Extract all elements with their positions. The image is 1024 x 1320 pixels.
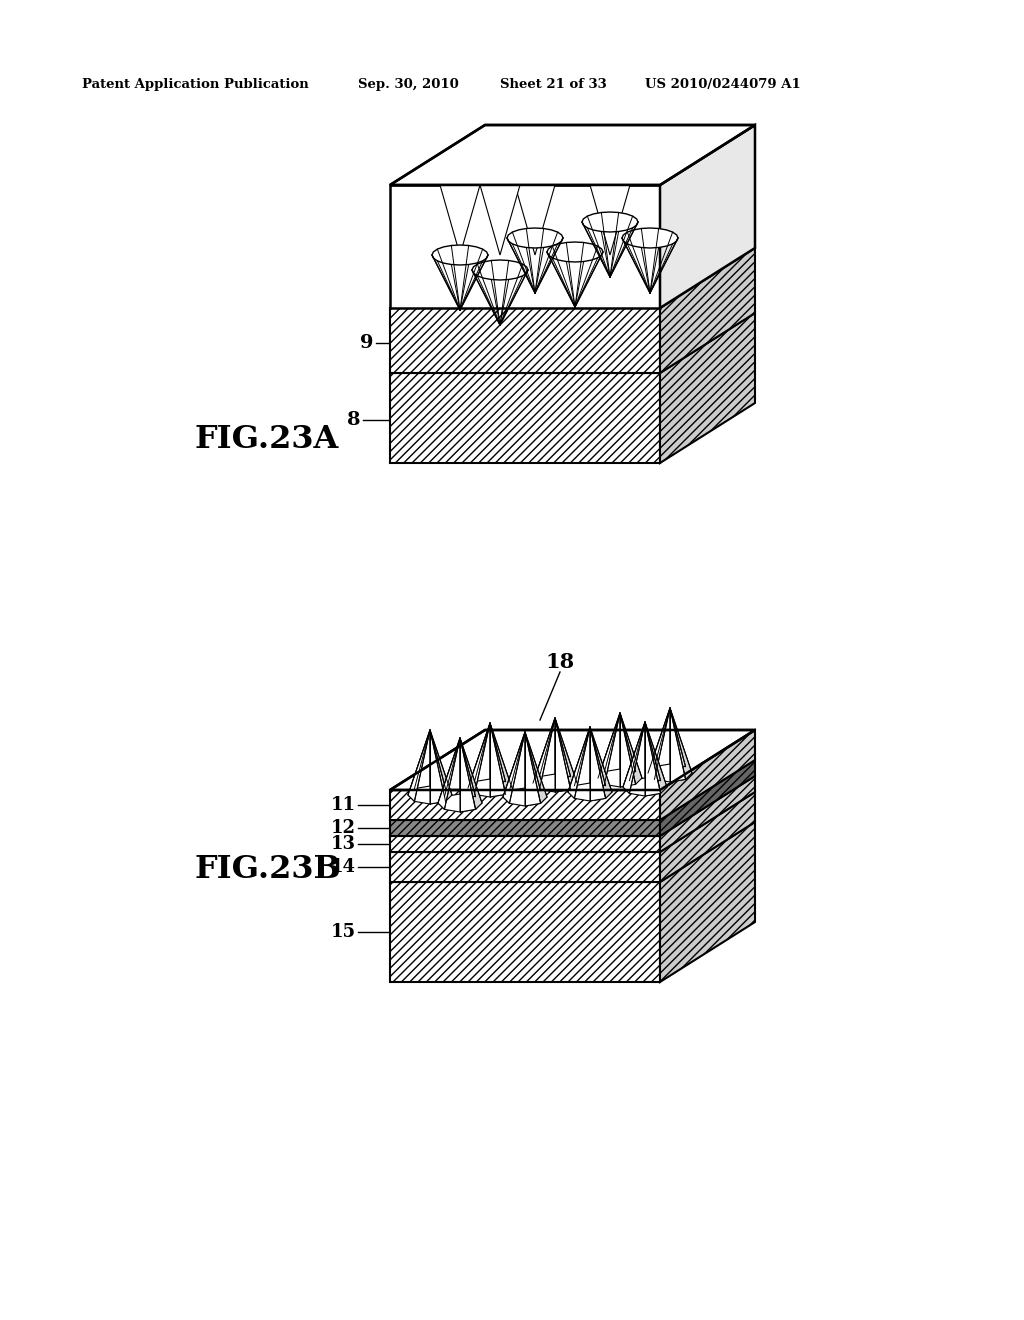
Polygon shape (590, 727, 612, 799)
Polygon shape (660, 776, 755, 851)
Polygon shape (660, 760, 755, 836)
Polygon shape (645, 722, 660, 780)
Polygon shape (507, 228, 563, 248)
Polygon shape (390, 789, 660, 820)
Polygon shape (648, 708, 670, 779)
Polygon shape (555, 718, 570, 776)
Polygon shape (534, 774, 577, 792)
Polygon shape (390, 851, 660, 882)
Polygon shape (525, 733, 547, 804)
Polygon shape (623, 722, 645, 787)
Polygon shape (648, 708, 670, 774)
Text: 13: 13 (331, 836, 356, 853)
Polygon shape (503, 733, 525, 804)
Polygon shape (503, 788, 547, 807)
Polygon shape (430, 730, 452, 801)
Polygon shape (408, 785, 452, 804)
Polygon shape (390, 308, 660, 374)
Polygon shape (468, 723, 490, 788)
Polygon shape (555, 718, 577, 789)
Text: Sep. 30, 2010: Sep. 30, 2010 (358, 78, 459, 91)
Polygon shape (598, 770, 642, 787)
Polygon shape (525, 733, 541, 791)
Polygon shape (623, 777, 667, 796)
Polygon shape (582, 213, 638, 232)
Polygon shape (590, 727, 605, 801)
Polygon shape (472, 260, 528, 280)
Text: 11: 11 (331, 796, 356, 814)
Polygon shape (390, 836, 660, 851)
Polygon shape (490, 723, 506, 797)
Polygon shape (515, 185, 555, 255)
Polygon shape (670, 708, 692, 779)
Text: 15: 15 (331, 923, 356, 941)
Polygon shape (460, 738, 475, 812)
Text: 12: 12 (331, 818, 356, 837)
Polygon shape (598, 713, 620, 784)
Text: Patent Application Publication: Patent Application Publication (82, 78, 309, 91)
Polygon shape (438, 738, 460, 809)
Polygon shape (670, 708, 685, 767)
Polygon shape (622, 228, 678, 248)
Polygon shape (390, 125, 755, 185)
Polygon shape (468, 723, 490, 795)
Polygon shape (568, 727, 590, 799)
Polygon shape (590, 185, 630, 255)
Polygon shape (568, 783, 612, 801)
Text: FIG.23A: FIG.23A (195, 425, 339, 455)
Polygon shape (430, 730, 445, 788)
Polygon shape (460, 738, 475, 797)
Text: Sheet 21 of 33: Sheet 21 of 33 (500, 78, 607, 91)
Polygon shape (590, 727, 605, 785)
Polygon shape (660, 125, 755, 308)
Polygon shape (660, 313, 755, 463)
Polygon shape (460, 738, 482, 809)
Polygon shape (390, 185, 660, 308)
Polygon shape (390, 882, 660, 982)
Text: 9: 9 (360, 334, 374, 352)
Polygon shape (645, 722, 660, 796)
Polygon shape (568, 727, 590, 792)
Polygon shape (408, 730, 430, 795)
Polygon shape (440, 185, 480, 255)
Polygon shape (490, 723, 506, 781)
Text: FIG.23B: FIG.23B (195, 854, 342, 886)
Polygon shape (660, 792, 755, 882)
Polygon shape (438, 738, 460, 803)
Polygon shape (620, 713, 636, 772)
Polygon shape (660, 730, 755, 820)
Polygon shape (468, 779, 512, 797)
Polygon shape (547, 242, 603, 261)
Polygon shape (480, 185, 520, 255)
Polygon shape (432, 246, 488, 265)
Polygon shape (670, 708, 685, 781)
Polygon shape (660, 248, 755, 374)
Polygon shape (390, 820, 660, 836)
Polygon shape (525, 733, 541, 807)
Polygon shape (438, 795, 482, 812)
Polygon shape (390, 730, 755, 789)
Polygon shape (623, 722, 645, 793)
Text: 8: 8 (347, 411, 360, 429)
Polygon shape (490, 723, 512, 795)
Polygon shape (645, 722, 667, 793)
Polygon shape (598, 713, 620, 777)
Polygon shape (503, 733, 525, 797)
Polygon shape (660, 822, 755, 982)
Text: 20: 20 (680, 158, 710, 180)
Polygon shape (534, 718, 555, 789)
Text: 14: 14 (331, 858, 356, 876)
Polygon shape (534, 718, 555, 783)
Text: 18: 18 (545, 652, 574, 672)
Text: US 2010/0244079 A1: US 2010/0244079 A1 (645, 78, 801, 91)
Polygon shape (620, 713, 642, 784)
Polygon shape (390, 374, 660, 463)
Polygon shape (620, 713, 636, 787)
Polygon shape (408, 730, 430, 801)
Polygon shape (648, 764, 692, 781)
Polygon shape (555, 718, 570, 792)
Polygon shape (430, 730, 445, 804)
